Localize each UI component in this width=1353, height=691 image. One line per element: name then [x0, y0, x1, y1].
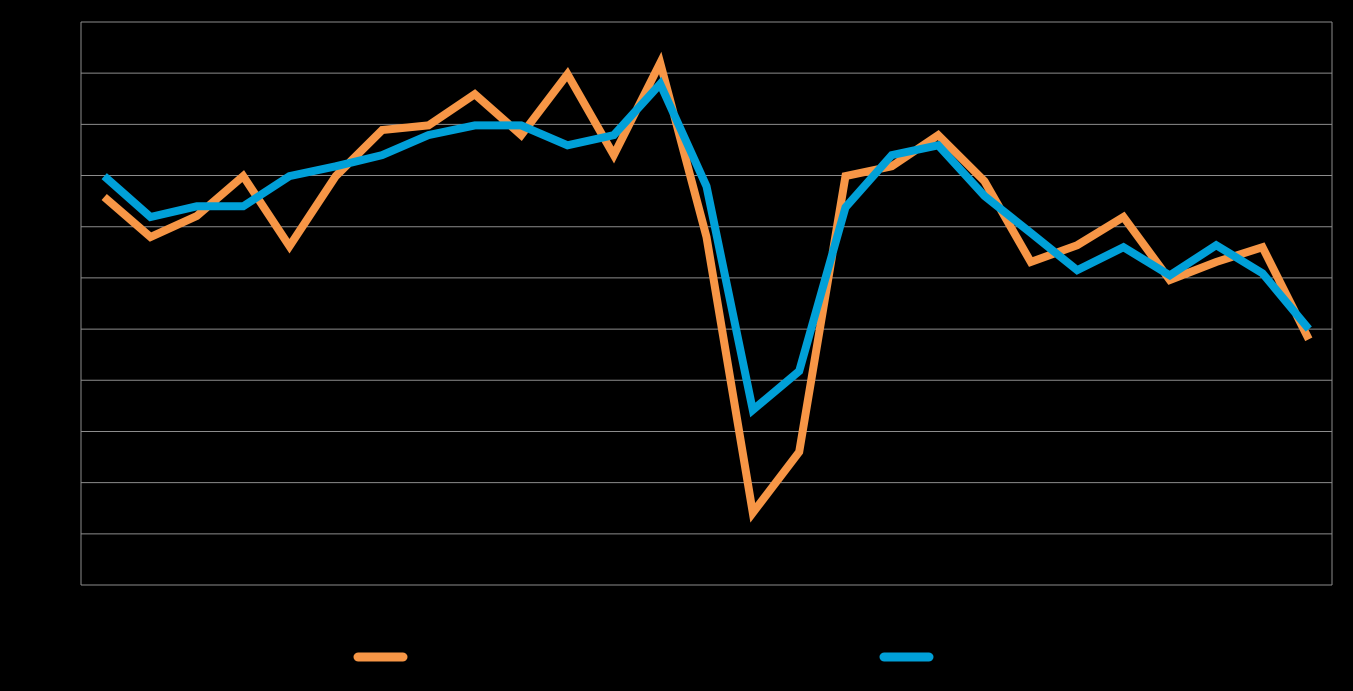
series-line — [101, 51, 1313, 523]
series-line — [101, 76, 1312, 418]
